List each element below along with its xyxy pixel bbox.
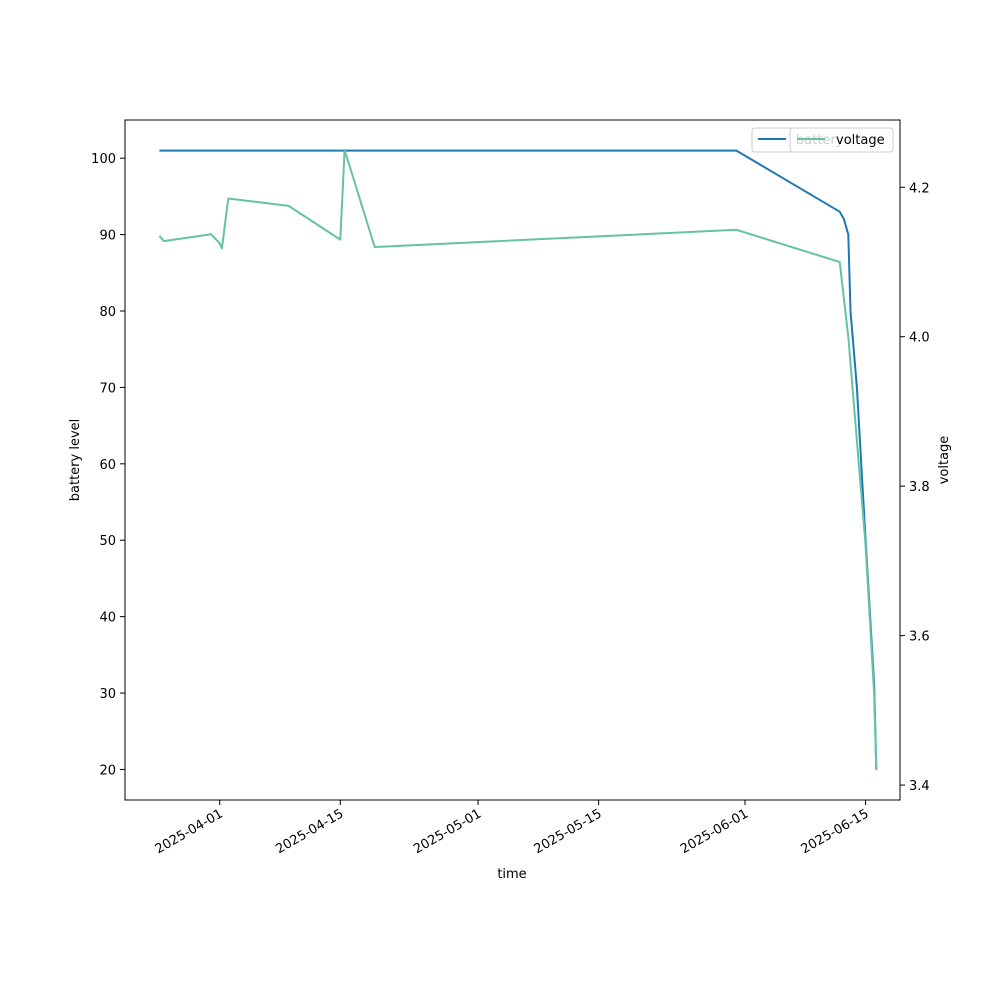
y-left-tick-label: 50 — [99, 534, 116, 549]
y-left-tick-label: 100 — [91, 152, 116, 167]
y-left-tick-label: 90 — [99, 229, 116, 244]
x-tick-label: 2025-05-15 — [532, 806, 605, 857]
y-left-axis-label: battery level — [68, 419, 83, 502]
y-right-tick-label: 3.8 — [909, 480, 930, 495]
plot-area — [125, 120, 900, 800]
y-left-tick-label: 70 — [99, 381, 116, 396]
y-left-tick-label: 30 — [99, 687, 116, 702]
x-axis: 2025-04-01 2025-04-15 2025-05-01 2025-05-15… — [153, 800, 872, 857]
legend-voltage: voltage — [789, 127, 894, 153]
x-tick-label: 2025-06-01 — [678, 806, 751, 857]
x-axis-label: time — [497, 867, 526, 882]
y-left-tick-label: 60 — [99, 458, 116, 473]
y-right-tick-label: 3.6 — [909, 630, 930, 645]
plot-frame — [124, 119, 901, 801]
y-right-axis-label: voltage — [937, 436, 952, 485]
x-tick-label: 2025-04-15 — [273, 806, 346, 857]
x-tick-label: 2025-05-01 — [411, 806, 484, 857]
legend-voltage-box — [789, 127, 894, 153]
x-tick-label: 2025-04-01 — [153, 806, 226, 857]
y-left-tick-label: 20 — [99, 763, 116, 778]
x-tick-label: 2025-06-15 — [799, 806, 872, 857]
y-right-tick-label: 4.0 — [909, 331, 930, 346]
y-left-axis: 20 30 40 50 60 70 80 90 100 — [91, 152, 125, 778]
y-left-tick-label: 40 — [99, 611, 116, 626]
y-right-tick-label: 4.2 — [909, 181, 930, 196]
series-layer — [158, 148, 878, 771]
legend-voltage-label: voltage — [836, 133, 885, 148]
y-right-tick-label: 3.4 — [909, 779, 930, 794]
series-line-voltage — [158, 148, 878, 771]
y-right-axis: 3.4 3.6 3.8 4.0 4.2 — [900, 181, 930, 794]
y-left-tick-label: 80 — [99, 305, 116, 320]
